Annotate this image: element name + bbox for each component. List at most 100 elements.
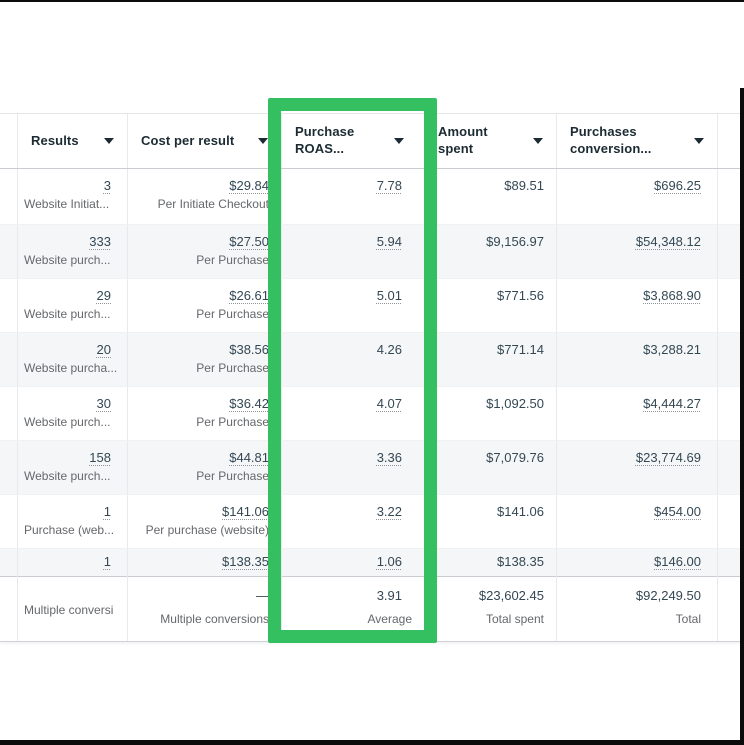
purchases-value[interactable]: $146.00 xyxy=(654,554,701,569)
column-header-amount-spent[interactable]: Amount spent xyxy=(425,114,557,168)
purchases-value[interactable]: $696.25 xyxy=(654,178,701,193)
results-cell[interactable]: 29 Website purch... xyxy=(18,279,128,332)
cost-per-result-cell[interactable]: $29.84 Per Initiate Checkout xyxy=(128,169,282,224)
roas-value[interactable]: 5.01 xyxy=(376,288,402,303)
table-row[interactable]: 158 Website purch... $44.81 Per Purchase… xyxy=(0,441,740,495)
table-row[interactable]: 30 Website purch... $36.42 Per Purchase … xyxy=(0,387,740,441)
table-row[interactable]: 1 Purchase (web... $141.06 Per purchase … xyxy=(0,495,740,549)
summary-purchases-cell: $92,249.50 Total xyxy=(557,577,718,641)
roas-value[interactable]: 7.78 xyxy=(376,178,402,193)
amount-spent-cell[interactable]: $89.51 xyxy=(425,169,557,224)
results-value[interactable]: 3 xyxy=(103,178,111,193)
purchases-conversion-cell[interactable]: $23,774.69 xyxy=(557,441,718,494)
results-label: Website purcha... xyxy=(24,361,118,376)
cost-label: Per Purchase xyxy=(196,307,269,322)
purchases-conversion-cell[interactable]: $3,288.21 xyxy=(557,333,718,386)
table-row-partial[interactable]: 1 $138.35 1.06 $138.35 $146.00 xyxy=(0,549,740,577)
table-row[interactable]: 333 Website purch... $27.50 Per Purchase… xyxy=(0,225,740,279)
sort-caret-icon[interactable] xyxy=(394,138,404,144)
purchases-value[interactable]: $4,444.27 xyxy=(643,396,701,411)
amount-spent-cell[interactable]: $138.35 xyxy=(425,549,557,577)
cost-value[interactable]: $26.61 xyxy=(229,288,269,303)
purchases-conversion-cell[interactable]: $454.00 xyxy=(557,495,718,548)
purchases-conversion-cell[interactable]: $4,444.27 xyxy=(557,387,718,440)
cost-per-result-cell[interactable]: $38.56 Per Purchase xyxy=(128,333,282,386)
row-spacer-left xyxy=(0,169,18,224)
results-cell[interactable]: 30 Website purch... xyxy=(18,387,128,440)
purchases-value[interactable]: $23,774.69 xyxy=(635,450,701,465)
purchases-conversion-cell[interactable]: $54,348.12 xyxy=(557,225,718,278)
results-cell[interactable]: 1 xyxy=(18,549,128,577)
cost-value: $38.56 xyxy=(229,342,269,357)
results-value[interactable]: 1 xyxy=(103,554,111,569)
amount-spent-cell[interactable]: $771.14 xyxy=(425,333,557,386)
roas-value: 4.26 xyxy=(376,342,402,357)
cost-value[interactable]: $27.50 xyxy=(229,234,269,249)
row-spacer-left xyxy=(0,279,18,332)
results-cell[interactable]: 333 Website purch... xyxy=(18,225,128,278)
purchases-value[interactable]: $454.00 xyxy=(654,504,701,519)
row-spacer-right xyxy=(718,169,740,224)
results-cell[interactable]: 3 Website Initiat... xyxy=(18,169,128,224)
purchases-value[interactable]: $54,348.12 xyxy=(635,234,701,249)
purchases-conversion-cell[interactable]: $696.25 xyxy=(557,169,718,224)
amount-spent-cell[interactable]: $7,079.76 xyxy=(425,441,557,494)
results-value[interactable]: 1 xyxy=(103,504,111,519)
summary-spent-cell: $23,602.45 Total spent xyxy=(425,577,557,641)
cost-value[interactable]: $36.42 xyxy=(229,396,269,411)
results-cell[interactable]: 1 Purchase (web... xyxy=(18,495,128,548)
results-value[interactable]: 158 xyxy=(89,450,111,465)
purchases-conversion-cell[interactable]: $146.00 xyxy=(557,549,718,577)
cost-value[interactable]: $138.35 xyxy=(222,554,269,569)
roas-value[interactable]: 1.06 xyxy=(376,554,402,569)
column-header-results[interactable]: Results xyxy=(18,114,128,168)
cost-per-result-cell[interactable]: $141.06 Per purchase (website) xyxy=(128,495,282,548)
roas-value[interactable]: 5.94 xyxy=(376,234,402,249)
results-label: Purchase (web... xyxy=(24,523,115,538)
results-cell[interactable]: 158 Website purch... xyxy=(18,441,128,494)
table-row[interactable]: 29 Website purch... $26.61 Per Purchase … xyxy=(0,279,740,333)
summary-cost-cell: — Multiple conversions xyxy=(128,577,282,641)
table-row[interactable]: 20 Website purcha... $38.56 Per Purchase… xyxy=(0,333,740,387)
sort-caret-icon[interactable] xyxy=(533,138,543,144)
sort-caret-icon[interactable] xyxy=(258,138,268,144)
cost-per-result-cell[interactable]: $27.50 Per Purchase xyxy=(128,225,282,278)
cost-value[interactable]: $44.81 xyxy=(229,450,269,465)
cost-per-result-cell[interactable]: $44.81 Per Purchase xyxy=(128,441,282,494)
summary-roas-cell: 3.91 Average xyxy=(282,577,425,641)
column-header-cost-per-result[interactable]: Cost per result xyxy=(128,114,282,168)
spent-value: $1,092.50 xyxy=(486,396,544,411)
results-value[interactable]: 30 xyxy=(96,396,111,411)
purchases-value[interactable]: $3,868.90 xyxy=(643,288,701,303)
spent-value: $771.56 xyxy=(497,288,544,303)
amount-spent-cell[interactable]: $771.56 xyxy=(425,279,557,332)
row-spacer-right xyxy=(718,333,740,386)
cost-label: Per Purchase xyxy=(196,469,269,484)
column-header-purchases-conversion[interactable]: Purchases conversion... xyxy=(557,114,718,168)
amount-spent-cell[interactable]: $9,156.97 xyxy=(425,225,557,278)
roas-value[interactable]: 3.36 xyxy=(376,450,402,465)
sort-caret-icon[interactable] xyxy=(694,138,704,144)
sort-caret-icon[interactable] xyxy=(104,138,114,144)
amount-spent-cell[interactable]: $1,092.50 xyxy=(425,387,557,440)
summary-cost-label: Multiple conversions xyxy=(160,612,269,627)
cost-value[interactable]: $141.06 xyxy=(222,504,269,519)
ads-report-table: Results Cost per result Purchase ROAS...… xyxy=(0,113,740,642)
cost-per-result-cell[interactable]: $26.61 Per Purchase xyxy=(128,279,282,332)
results-value[interactable]: 20 xyxy=(96,342,111,357)
cost-value[interactable]: $29.84 xyxy=(229,178,269,193)
results-value[interactable]: 333 xyxy=(89,234,111,249)
amount-spent-cell[interactable]: $141.06 xyxy=(425,495,557,548)
screenshot-right-edge xyxy=(740,88,744,745)
results-value[interactable]: 29 xyxy=(96,288,111,303)
purchases-conversion-cell[interactable]: $3,868.90 xyxy=(557,279,718,332)
roas-value[interactable]: 4.07 xyxy=(376,396,402,411)
table-row[interactable]: 3 Website Initiat... $29.84 Per Initiate… xyxy=(0,169,740,225)
cost-label: Per Purchase xyxy=(196,415,269,430)
cost-per-result-cell[interactable]: $36.42 Per Purchase xyxy=(128,387,282,440)
results-cell[interactable]: 20 Website purcha... xyxy=(18,333,128,386)
cost-per-result-cell[interactable]: $138.35 xyxy=(128,549,282,577)
roas-value[interactable]: 3.22 xyxy=(376,504,402,519)
column-header-purchase-roas[interactable]: Purchase ROAS... xyxy=(282,114,425,168)
summary-spent-value: $23,602.45 xyxy=(478,588,544,603)
